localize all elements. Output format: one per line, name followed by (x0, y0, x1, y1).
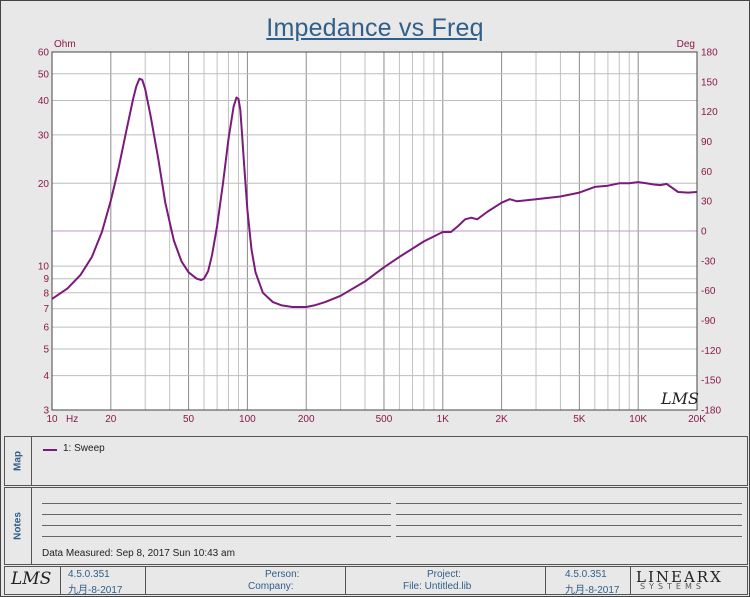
footer-version-cell: 4.5.0.351 九月-8-2017 (60, 567, 146, 596)
legend-swatch (43, 449, 57, 451)
x-tick-label: 1K (437, 414, 450, 425)
y2-tick-label: 90 (701, 137, 713, 148)
title-area: Impedance vs Freq (0, 0, 750, 45)
footer-version-cell-right: 4.5.0.351 九月-8-2017 (545, 567, 631, 596)
note-line[interactable] (396, 503, 742, 504)
note-line[interactable] (396, 525, 742, 526)
y-tick-label: 3 (43, 406, 49, 417)
y-tick-label: 40 (38, 96, 50, 107)
y-tick-label: 10 (38, 262, 50, 273)
data-measured-text: Data Measured: Sep 8, 2017 Sun 10:43 am (42, 548, 235, 559)
y-tick-label: 4 (43, 371, 49, 382)
lms-watermark: LMS (660, 389, 699, 408)
x-unit-label: Hz (66, 414, 78, 425)
file-label: File: Untitled.lib (403, 581, 472, 592)
note-line[interactable] (42, 525, 391, 526)
note-line[interactable] (396, 536, 742, 537)
version-right: 4.5.0.351 (565, 569, 607, 580)
x-tick-label: 10 (46, 414, 58, 425)
linearx-logo: LINEARX (636, 568, 723, 586)
y2-tick-label: 30 (701, 197, 713, 208)
y-tick-label: 9 (43, 274, 49, 285)
project-label: Project: (427, 569, 461, 580)
y2-tick-label: 180 (701, 48, 718, 59)
x-tick-label: 200 (298, 414, 315, 425)
version-left: 4.5.0.351 (68, 569, 110, 580)
y-unit-label: Ohm (54, 39, 76, 50)
y-tick-label: 6 (43, 323, 49, 334)
x-tick-label: 2K (495, 414, 508, 425)
footer-logo-cell: LMS (5, 567, 61, 594)
y2-tick-label: 120 (701, 107, 718, 118)
linearx-systems-text: SYSTEMS (640, 582, 705, 591)
note-line[interactable] (42, 503, 391, 504)
y2-tick-label: -120 (701, 346, 721, 357)
lms-logo: LMS (11, 569, 52, 589)
series-line-sweep (51, 77, 698, 308)
y-tick-label: 7 (43, 304, 49, 315)
footer: LMS 4.5.0.351 九月-8-2017 Person: Company:… (4, 566, 748, 596)
x-tick-label: 100 (239, 414, 256, 425)
y-tick-label: 30 (38, 130, 50, 141)
y2-tick-label: 60 (701, 167, 713, 178)
y2-tick-label: -30 (701, 256, 716, 267)
legend-panel: Map 1: Sweep (4, 436, 748, 486)
notes-panel: Notes Data Measured: Sep 8, 2017 Sun 10:… (4, 487, 748, 565)
x-tick-label: 20 (105, 414, 117, 425)
y-tick-label: 50 (38, 69, 50, 80)
y-tick-label: 20 (38, 179, 50, 190)
notes-tab[interactable]: Notes (5, 488, 32, 564)
y2-tick-label: -150 (701, 376, 721, 387)
y-tick-label: 8 (43, 288, 49, 299)
date-right: 九月-8-2017 (565, 585, 620, 596)
footer-brand-cell: LINEARX SYSTEMS (630, 567, 746, 594)
chart-title: Impedance vs Freq (266, 14, 484, 42)
date-left: 九月-8-2017 (68, 585, 123, 596)
legend-item-sweep[interactable]: 1: Sweep (63, 443, 105, 454)
x-tick-label: 50 (183, 414, 195, 425)
y-tick-label: 5 (43, 344, 49, 355)
y2-tick-label: -60 (701, 286, 716, 297)
y-tick-label: 60 (38, 48, 50, 59)
footer-person-cell: Person: Company: (145, 567, 346, 594)
map-tab-label: Map (12, 451, 24, 471)
x-tick-label: 5K (573, 414, 586, 425)
y2-tick-label: 0 (701, 227, 707, 238)
note-line[interactable] (42, 536, 391, 537)
x-tick-label: 10K (629, 414, 647, 425)
map-tab[interactable]: Map (5, 437, 32, 485)
notes-tab-label: Notes (12, 512, 24, 540)
footer-project-cell: Project: File: Untitled.lib (345, 567, 546, 594)
x-tick-label: 20K (688, 414, 706, 425)
person-label: Person: (265, 569, 300, 580)
y2-tick-label: -90 (701, 316, 716, 327)
y2-unit-label: Deg (677, 39, 695, 50)
plot-border (51, 51, 698, 411)
y2-tick-label: -180 (701, 406, 721, 417)
note-line[interactable] (396, 514, 742, 515)
company-label: Company: (248, 581, 294, 592)
x-tick-label: 500 (376, 414, 393, 425)
note-line[interactable] (42, 514, 391, 515)
y2-tick-label: 150 (701, 77, 718, 88)
